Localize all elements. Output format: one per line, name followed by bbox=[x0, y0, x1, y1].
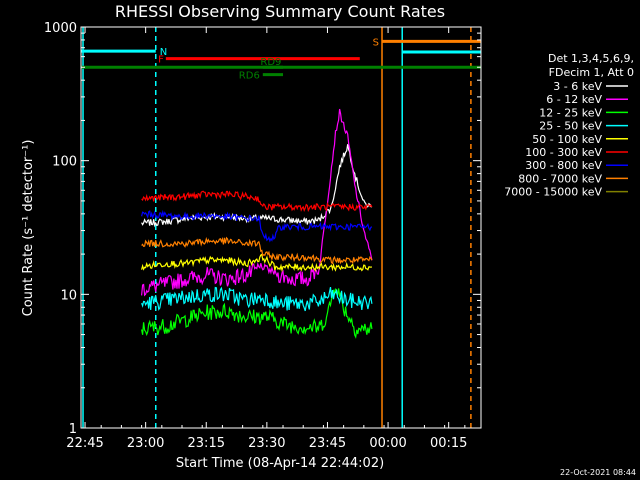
y-axis-label: Count Rate (s⁻¹ detector⁻¹) bbox=[21, 140, 36, 317]
y-tick-label-2: 100 bbox=[52, 155, 77, 170]
footer-date: 22-Oct-2021 08:44 bbox=[560, 468, 636, 477]
legend-entry-3: 25 - 50 keV bbox=[539, 120, 602, 133]
chart-title: RHESSI Observing Summary Count Rates bbox=[115, 2, 445, 21]
series-line-4 bbox=[141, 253, 372, 273]
legend-entry-0: 3 - 6 keV bbox=[553, 80, 602, 93]
legend-entry-4: 50 - 100 keV bbox=[532, 133, 602, 146]
series-line-6 bbox=[141, 209, 373, 243]
series-line-7 bbox=[141, 236, 373, 265]
series-line-2 bbox=[141, 288, 373, 339]
legend-header-1: FDecim 1, Att 0 bbox=[549, 66, 634, 79]
series-line-3 bbox=[141, 286, 373, 312]
status-bar-label-4: RD6 bbox=[239, 71, 260, 82]
status-bar-label-3: RD9 bbox=[260, 57, 281, 68]
legend-header-0: Det 1,3,4,5,6,9, bbox=[548, 52, 634, 65]
x-tick-label-3: 23:30 bbox=[248, 436, 285, 451]
legend: Det 1,3,4,5,6,9,FDecim 1, Att 03 - 6 keV… bbox=[504, 52, 634, 199]
x-tick-label-0: 22:45 bbox=[66, 436, 103, 451]
x-tick-label-6: 00:15 bbox=[430, 436, 467, 451]
y-tick-label-3: 1000 bbox=[44, 21, 77, 36]
legend-entry-6: 300 - 800 keV bbox=[525, 159, 602, 172]
y-axis: 1 10 100 1000 bbox=[44, 21, 481, 437]
status-bar-label-1: F bbox=[158, 55, 164, 66]
x-tick-label-2: 23:15 bbox=[188, 436, 225, 451]
series-line-1 bbox=[141, 108, 373, 297]
x-tick-label-4: 23:45 bbox=[309, 436, 346, 451]
x-tick-label-5: 00:00 bbox=[369, 436, 406, 451]
legend-entry-7: 800 - 7000 keV bbox=[518, 172, 602, 185]
x-axis: 22:45 23:00 23:15 23:30 23:45 00:00 00:15 bbox=[66, 27, 467, 451]
legend-entry-5: 100 - 300 keV bbox=[525, 146, 602, 159]
x-axis-label: Start Time (08-Apr-14 22:44:02) bbox=[176, 456, 384, 471]
status-bar-label-5: S bbox=[373, 37, 379, 48]
y-tick-label-1: 10 bbox=[60, 288, 77, 303]
x-tick-label-1: 23:00 bbox=[127, 436, 164, 451]
legend-entry-2: 12 - 25 keV bbox=[539, 106, 602, 119]
legend-entry-1: 6 - 12 keV bbox=[546, 93, 602, 106]
plot-frame bbox=[80, 26, 482, 429]
series-line-5 bbox=[141, 190, 373, 213]
status-bar-label-0: N bbox=[160, 47, 167, 58]
y-tick-label-0: 1 bbox=[69, 422, 77, 437]
legend-entry-8: 7000 - 15000 keV bbox=[504, 186, 602, 199]
